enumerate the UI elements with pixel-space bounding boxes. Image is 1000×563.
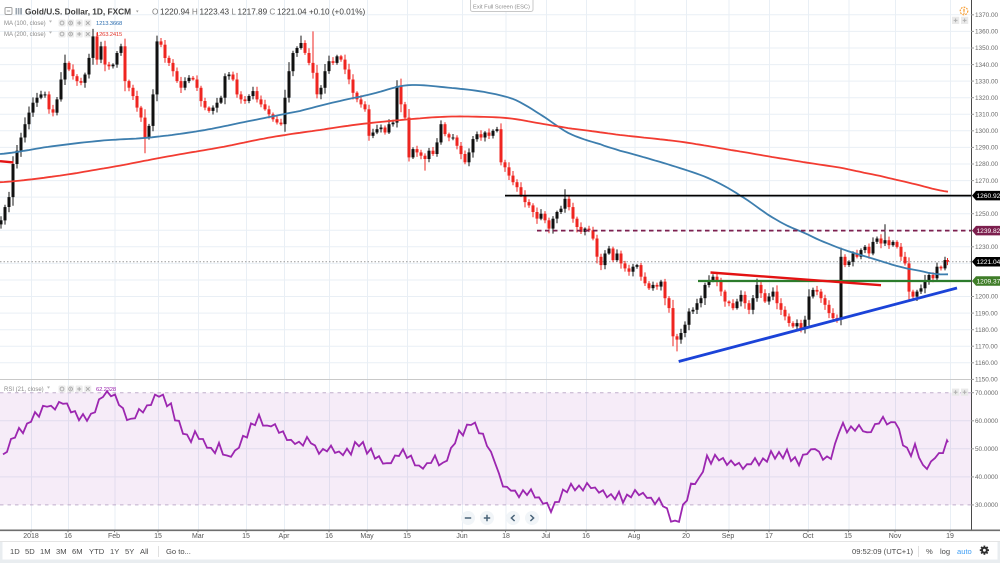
svg-text:5Y: 5Y — [125, 547, 134, 556]
svg-text:May: May — [360, 533, 374, 540]
svg-text:1209.37: 1209.37 — [977, 278, 1000, 285]
svg-text:30.0000: 30.0000 — [975, 502, 999, 509]
svg-text:70.0000: 70.0000 — [975, 390, 999, 397]
svg-text:1263.2415: 1263.2415 — [96, 32, 123, 38]
svg-text:YTD: YTD — [89, 547, 105, 556]
svg-text:09:52:09 (UTC+1): 09:52:09 (UTC+1) — [852, 547, 913, 556]
svg-text:1310.00: 1310.00 — [975, 112, 999, 119]
svg-text:Oct: Oct — [803, 533, 814, 540]
svg-text:6M: 6M — [72, 547, 83, 556]
svg-text:1370.00: 1370.00 — [975, 12, 999, 19]
svg-text:Jun: Jun — [456, 533, 467, 540]
svg-text:19: 19 — [946, 533, 954, 540]
svg-text:1300.00: 1300.00 — [975, 128, 999, 135]
svg-text:17: 17 — [765, 533, 773, 540]
svg-text:62.2328: 62.2328 — [96, 387, 117, 393]
svg-text:5D: 5D — [25, 547, 35, 556]
svg-text:%: % — [926, 547, 933, 556]
svg-text:16: 16 — [64, 533, 72, 540]
svg-text:Go to...: Go to... — [166, 547, 191, 556]
svg-text:1Y: 1Y — [110, 547, 119, 556]
svg-text:1213.3668: 1213.3668 — [96, 21, 123, 27]
svg-text:20: 20 — [682, 533, 690, 540]
svg-text:O 1220.94 H 1223.43 L 1217.89: O 1220.94 H 1223.43 L 1217.89 C 1221.04 … — [152, 8, 366, 17]
svg-text:1221.04: 1221.04 — [977, 259, 1000, 266]
svg-text:2018: 2018 — [23, 533, 39, 540]
svg-text:RSI (21, close): RSI (21, close) — [4, 387, 44, 393]
svg-text:1250.00: 1250.00 — [975, 211, 999, 218]
svg-text:15: 15 — [154, 533, 162, 540]
svg-text:1290.00: 1290.00 — [975, 145, 999, 152]
svg-text:50.0000: 50.0000 — [975, 446, 999, 453]
svg-text:1190.00: 1190.00 — [975, 310, 998, 317]
svg-text:60.0000: 60.0000 — [975, 418, 999, 425]
svg-text:1330.00: 1330.00 — [975, 78, 999, 85]
svg-text:1340.00: 1340.00 — [975, 62, 999, 69]
svg-text:16: 16 — [582, 533, 590, 540]
svg-text:1320.00: 1320.00 — [975, 95, 999, 102]
svg-text:log: log — [940, 547, 950, 556]
svg-text:1230.00: 1230.00 — [975, 244, 999, 251]
svg-text:Aug: Aug — [628, 533, 641, 540]
svg-text:1150.00: 1150.00 — [975, 377, 998, 384]
svg-text:Gold/U.S. Dollar, 1D, FXCM: Gold/U.S. Dollar, 1D, FXCM — [25, 7, 131, 17]
svg-text:1239.82: 1239.82 — [977, 228, 1000, 235]
svg-text:Mar: Mar — [192, 533, 205, 540]
svg-text:Nov: Nov — [889, 533, 902, 540]
svg-text:Apr: Apr — [279, 533, 291, 540]
svg-text:16: 16 — [325, 533, 333, 540]
svg-text:15: 15 — [844, 533, 852, 540]
svg-text:1170.00: 1170.00 — [975, 343, 998, 350]
svg-text:1350.00: 1350.00 — [975, 45, 999, 52]
svg-text:1270.00: 1270.00 — [975, 178, 999, 185]
svg-text:MA (100, close): MA (100, close) — [4, 21, 46, 27]
svg-text:Feb: Feb — [108, 533, 120, 540]
svg-text:1280.00: 1280.00 — [975, 161, 999, 168]
svg-text:1360.00: 1360.00 — [975, 29, 999, 36]
svg-text:1180.00: 1180.00 — [975, 327, 998, 334]
svg-text:1200.00: 1200.00 — [975, 294, 999, 301]
svg-text:1M: 1M — [40, 547, 51, 556]
svg-text:Jul: Jul — [542, 533, 551, 540]
svg-text:MA (200, close): MA (200, close) — [4, 32, 46, 38]
svg-text:Sep: Sep — [722, 533, 735, 540]
svg-text:18: 18 — [502, 533, 510, 540]
svg-text:All: All — [140, 547, 149, 556]
svg-text:Exit Full Screen (ESC): Exit Full Screen (ESC) — [473, 5, 530, 11]
svg-text:3M: 3M — [56, 547, 67, 556]
svg-text:auto: auto — [957, 547, 972, 556]
svg-text:1160.00: 1160.00 — [975, 360, 998, 367]
svg-text:15: 15 — [242, 533, 250, 540]
svg-text:1D: 1D — [10, 547, 20, 556]
svg-text:15: 15 — [403, 533, 411, 540]
svg-text:1260.92: 1260.92 — [977, 193, 1000, 200]
svg-text:40.0000: 40.0000 — [975, 474, 999, 481]
